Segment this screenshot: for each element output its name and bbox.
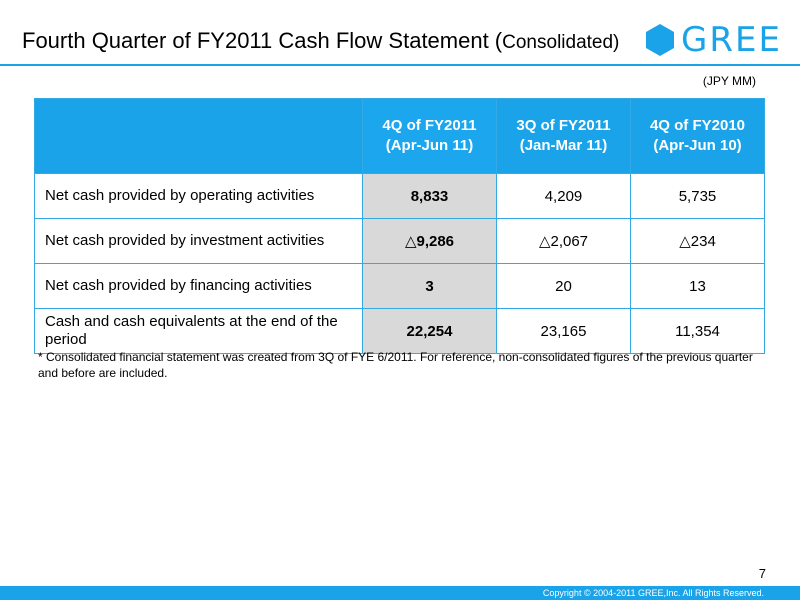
cell-value: 20 <box>496 263 631 309</box>
table-row: Net cash provided by investment activiti… <box>34 218 765 264</box>
gree-logo: GREE <box>645 20 782 60</box>
cell-value: 22,254 <box>362 308 497 354</box>
table-header-row: 4Q of FY2011 (Apr-Jun 11) 3Q of FY2011 (… <box>34 98 765 174</box>
table-row: Net cash provided by financing activitie… <box>34 263 765 309</box>
slide-title-main: Fourth Quarter of FY2011 Cash Flow State… <box>22 28 503 53</box>
cell-value: △2,067 <box>496 218 631 264</box>
cell-value: 13 <box>630 263 765 309</box>
cell-value: 5,735 <box>630 173 765 219</box>
table-header-4q-fy2011: 4Q of FY2011 (Apr-Jun 11) <box>362 98 497 174</box>
column-title: 4Q of FY2010 <box>649 117 746 134</box>
title-divider <box>0 64 800 66</box>
cell-value: △9,286 <box>362 218 497 264</box>
cell-value: 4,209 <box>496 173 631 219</box>
copyright-text: Copyright © 2004-2011 GREE,Inc. All Righ… <box>542 588 764 598</box>
row-label-operating: Net cash provided by operating activitie… <box>34 173 363 219</box>
table-row: Net cash provided by operating activitie… <box>34 173 765 219</box>
row-label-investment: Net cash provided by investment activiti… <box>34 218 363 264</box>
row-label-cash-end: Cash and cash equivalents at the end of … <box>34 308 363 354</box>
gree-logo-text: GREE <box>681 20 782 60</box>
table-header-blank <box>34 98 363 174</box>
row-label-financing: Net cash provided by financing activitie… <box>34 263 363 309</box>
cell-value: 23,165 <box>496 308 631 354</box>
table-header-4q-fy2010: 4Q of FY2010 (Apr-Jun 10) <box>630 98 765 174</box>
cell-value: △234 <box>630 218 765 264</box>
footnote: * Consolidated financial statement was c… <box>38 350 753 380</box>
gree-hexagon-icon <box>646 24 674 56</box>
column-period: (Apr-Jun 11) <box>385 137 474 154</box>
footer-bar: Copyright © 2004-2011 GREE,Inc. All Righ… <box>0 586 800 600</box>
cell-value: 3 <box>362 263 497 309</box>
table-row: Cash and cash equivalents at the end of … <box>34 308 765 354</box>
column-title: 4Q of FY2011 <box>382 117 477 134</box>
column-title: 3Q of FY2011 <box>516 117 611 134</box>
slide-title-paren: Consolidated) <box>502 32 620 53</box>
currency-unit: (JPY MM) <box>702 74 756 88</box>
column-period: (Jan-Mar 11) <box>519 137 608 154</box>
slide-title: Fourth Quarter of FY2011 Cash Flow State… <box>22 28 619 54</box>
cell-value: 8,833 <box>362 173 497 219</box>
table-header-3q-fy2011: 3Q of FY2011 (Jan-Mar 11) <box>496 98 631 174</box>
page-number: 7 <box>758 566 766 581</box>
column-period: (Apr-Jun 10) <box>653 137 742 154</box>
cash-flow-table: 4Q of FY2011 (Apr-Jun 11) 3Q of FY2011 (… <box>34 98 765 354</box>
cell-value: 11,354 <box>630 308 765 354</box>
